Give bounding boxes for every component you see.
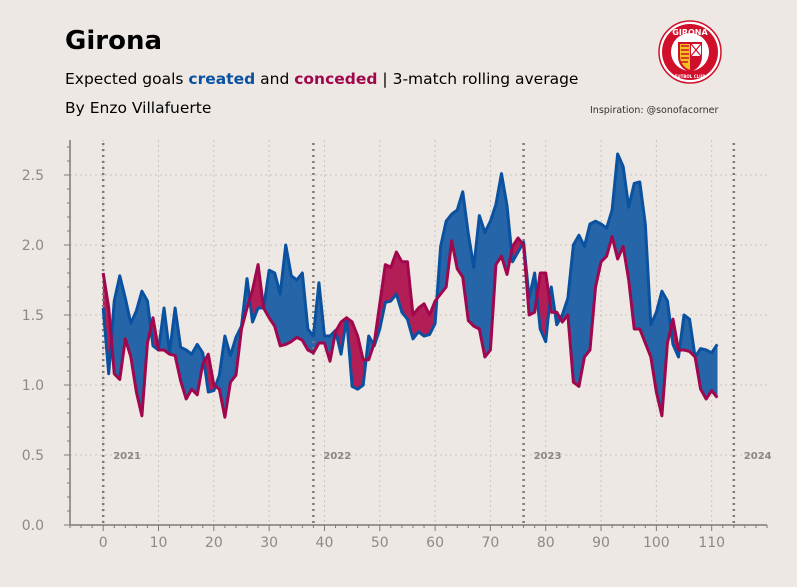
- x-tick-label: 0: [99, 535, 108, 551]
- subtitle-suffix: | 3-match rolling average: [377, 70, 579, 88]
- logo-bottom-text: FUTBOL CLUB: [675, 74, 706, 79]
- y-tick-label: 1.5: [22, 308, 44, 324]
- x-tick-label: 70: [481, 535, 499, 551]
- x-tick-label: 100: [643, 535, 670, 551]
- chart-subtitle: Expected goals created and conceded | 3-…: [65, 70, 578, 88]
- fill-segment: [633, 181, 641, 330]
- subtitle-created: created: [188, 70, 256, 88]
- y-tick-label: 0.0: [22, 518, 44, 534]
- y-tick-label: 2.5: [22, 168, 44, 184]
- x-tick-label: 60: [426, 535, 444, 551]
- fill-segment: [385, 264, 392, 303]
- x-tick-label: 50: [371, 535, 389, 551]
- x-tick-label: 90: [592, 535, 610, 551]
- fill-segment: [573, 234, 580, 388]
- fill-segment: [484, 221, 491, 358]
- inspiration-credit: Inspiration: @sonofacorner: [590, 105, 719, 116]
- fill-segment: [290, 275, 298, 343]
- fill-segment: [296, 272, 303, 341]
- subtitle-conceded: conceded: [294, 70, 378, 88]
- chart-title: Girona: [65, 26, 162, 56]
- y-tick-label: 1.0: [22, 378, 44, 394]
- byline: By Enzo Villafuerte: [65, 99, 212, 117]
- series-line-conceded: [101, 235, 719, 419]
- x-tick-label: 80: [537, 535, 555, 551]
- subtitle-prefix: Expected goals: [65, 70, 189, 88]
- subtitle-and: and: [255, 70, 295, 88]
- x-tick-label: 40: [316, 535, 334, 551]
- season-markers: 2021 2022 2023 2024: [101, 143, 772, 525]
- axes: 0 10 20 30 40 50 60 70 80 90 100 110 0.0 0.5 1.0 1.5 2.0…: [22, 140, 768, 551]
- girona-logo-icon: GIRONA FUTBOL CLUB: [658, 20, 722, 84]
- x-tick-label: 30: [260, 535, 278, 551]
- season-label: 2024: [744, 451, 772, 462]
- y-tick-label: 2.0: [22, 238, 44, 254]
- y-tick-label: 0.5: [22, 448, 44, 464]
- season-label: 2022: [323, 451, 351, 462]
- x-tick-label: 10: [150, 535, 168, 551]
- logo-top-text: GIRONA: [672, 28, 708, 37]
- x-tick-label: 20: [205, 535, 223, 551]
- series-lines: [101, 152, 719, 419]
- series-line-created: [101, 152, 719, 394]
- season-label: 2021: [113, 451, 141, 462]
- season-label: 2023: [534, 451, 562, 462]
- x-tick-label: 110: [698, 535, 725, 551]
